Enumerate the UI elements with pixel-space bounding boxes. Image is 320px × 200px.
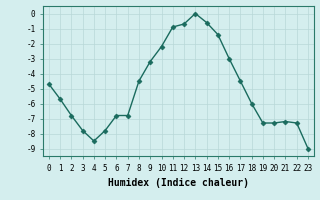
X-axis label: Humidex (Indice chaleur): Humidex (Indice chaleur) xyxy=(108,178,249,188)
